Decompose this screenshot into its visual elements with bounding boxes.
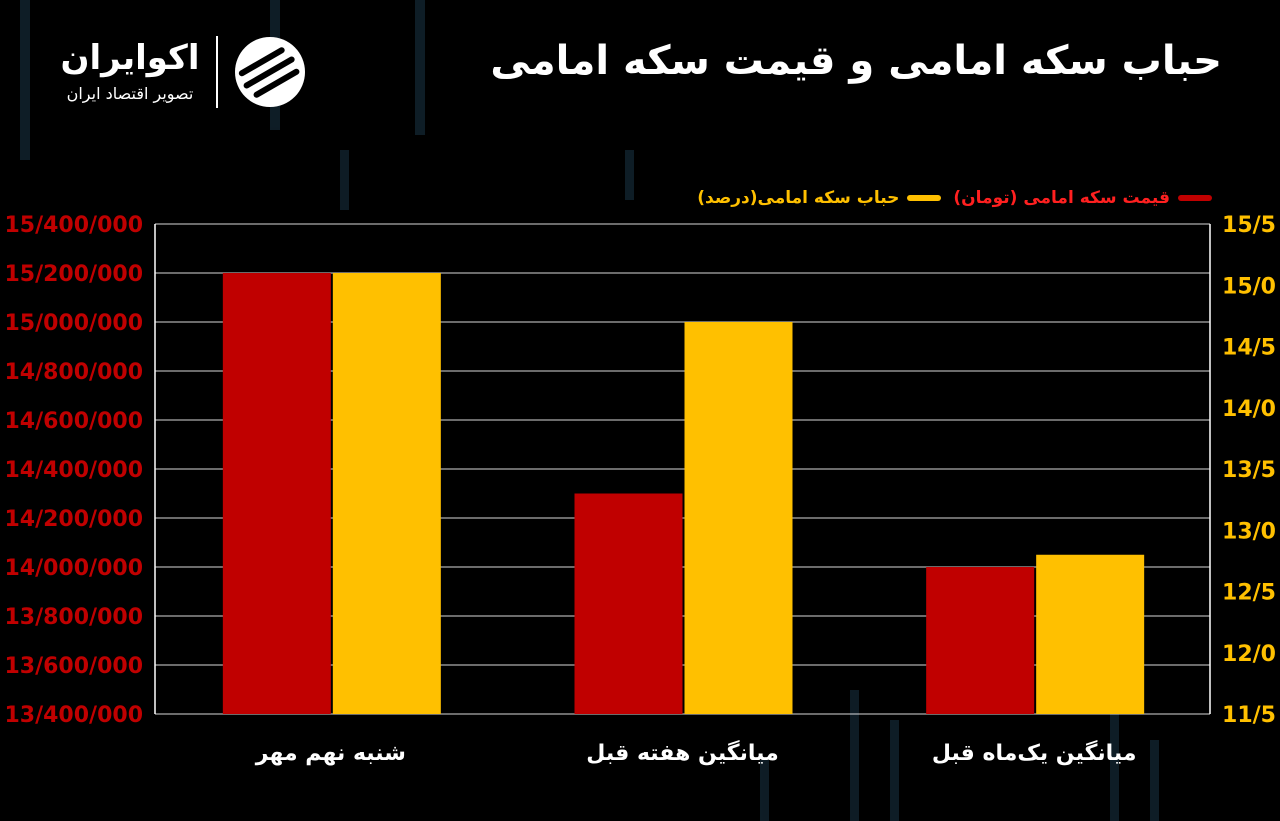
right-axis-tick-label: 14/5 xyxy=(1222,336,1276,361)
legend-swatch-bubble xyxy=(907,195,942,201)
right-axis-tick-label: 11/5 xyxy=(1222,703,1276,728)
right-axis-tick-label: 13/0 xyxy=(1222,519,1276,544)
bar-price xyxy=(926,567,1035,714)
chart-title: حباب سکه امامی و قیمت سکه امامی xyxy=(490,38,1222,84)
left-axis-tick-label: 14/400/000 xyxy=(4,458,143,483)
category-label: میانگین هفته قبل xyxy=(586,739,778,766)
logo-tagline: تصویر اقتصاد ایران xyxy=(66,84,194,103)
bar-price xyxy=(574,493,683,714)
legend-swatch-price xyxy=(1178,195,1212,201)
right-axis-tick-label: 12/5 xyxy=(1222,581,1276,606)
legend-label-price: قیمت سکه امامی (تومان) xyxy=(953,188,1170,208)
bar-bubble xyxy=(684,322,793,714)
right-axis-tick-label: 12/0 xyxy=(1222,642,1276,667)
left-axis-tick-label: 13/400/000 xyxy=(4,703,143,728)
left-axis-tick-label: 13/600/000 xyxy=(4,654,143,679)
legend: قیمت سکه امامی (تومان) حباب سکه امامی(در… xyxy=(697,188,1212,208)
logo: اکوایران تصویر اقتصاد ایران xyxy=(50,32,320,112)
category-label: شنبه نهم مهر xyxy=(255,741,406,766)
bar-bubble xyxy=(332,273,441,714)
bar-price xyxy=(222,273,331,714)
left-axis-tick-label: 14/600/000 xyxy=(4,409,143,434)
left-axis-tick-label: 14/000/000 xyxy=(4,556,143,581)
left-axis-tick-label: 15/400/000 xyxy=(4,213,143,238)
left-axis-tick-label: 14/200/000 xyxy=(4,507,143,532)
category-label: میانگین یک‌ماه قبل xyxy=(932,739,1137,766)
left-axis-tick-label: 15/200/000 xyxy=(4,262,143,287)
legend-label-bubble: حباب سکه امامی(درصد) xyxy=(697,188,900,208)
legend-item-price: قیمت سکه امامی (تومان) xyxy=(953,188,1212,208)
logo-divider xyxy=(216,36,218,108)
bar-bubble xyxy=(1036,554,1145,714)
left-axis-tick-label: 13/800/000 xyxy=(4,605,143,630)
right-axis-tick-label: 15/0 xyxy=(1222,274,1276,299)
left-axis-tick-label: 14/800/000 xyxy=(4,360,143,385)
right-axis-tick-label: 14/0 xyxy=(1222,397,1276,422)
left-axis-tick-label: 15/000/000 xyxy=(4,311,143,336)
right-axis-tick-label: 13/5 xyxy=(1222,458,1276,483)
legend-item-bubble: حباب سکه امامی(درصد) xyxy=(697,188,942,208)
ecoiran-logo-icon xyxy=(235,37,305,107)
logo-name: اکوایران xyxy=(60,38,200,78)
right-axis-tick-label: 15/5 xyxy=(1222,213,1276,238)
